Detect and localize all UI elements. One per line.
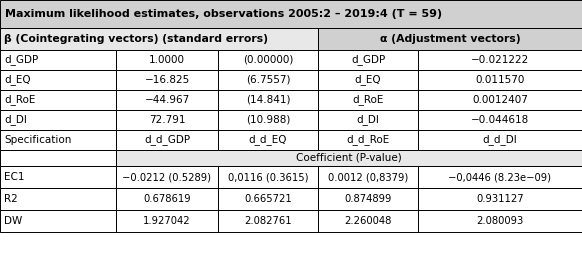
Text: 72.791: 72.791: [149, 115, 185, 125]
Bar: [0, 50, 116, 70]
Text: d_DI: d_DI: [4, 115, 27, 126]
Text: (14.841): (14.841): [246, 95, 290, 105]
Text: 0,0116 (0.3615): 0,0116 (0.3615): [228, 172, 308, 182]
Bar: [116, 166, 218, 188]
Text: d_EQ: d_EQ: [4, 74, 31, 85]
Bar: [0, 90, 116, 110]
Bar: [218, 188, 318, 210]
Text: −44.967: −44.967: [144, 95, 190, 105]
Text: d_GDP: d_GDP: [4, 55, 38, 65]
Bar: [0, 130, 116, 150]
Text: (0.00000): (0.00000): [243, 55, 293, 65]
Text: (6.7557): (6.7557): [246, 75, 290, 85]
Text: 1.0000: 1.0000: [149, 55, 185, 65]
Bar: [418, 70, 582, 90]
Bar: [218, 50, 318, 70]
Text: 0.0012 (0,8379): 0.0012 (0,8379): [328, 172, 408, 182]
Bar: [0, 210, 116, 232]
Bar: [0, 0, 582, 28]
Text: d_RoE: d_RoE: [4, 94, 36, 105]
Text: d_EQ: d_EQ: [354, 74, 381, 85]
Bar: [116, 188, 218, 210]
Bar: [0, 166, 116, 188]
Text: d_GDP: d_GDP: [351, 55, 385, 65]
Bar: [116, 210, 218, 232]
Bar: [318, 166, 418, 188]
Bar: [218, 110, 318, 130]
Text: 0.011570: 0.011570: [475, 75, 525, 85]
Bar: [218, 166, 318, 188]
Bar: [0, 110, 116, 130]
Text: 0.665721: 0.665721: [244, 194, 292, 204]
Text: −0.021222: −0.021222: [471, 55, 529, 65]
Text: 0.678619: 0.678619: [143, 194, 191, 204]
Bar: [318, 70, 418, 90]
Text: 2.260048: 2.260048: [345, 216, 392, 226]
Bar: [318, 110, 418, 130]
Bar: [418, 50, 582, 70]
Bar: [318, 188, 418, 210]
Bar: [116, 150, 582, 166]
Text: −16.825: −16.825: [144, 75, 190, 85]
Bar: [218, 90, 318, 110]
Bar: [0, 28, 318, 50]
Bar: [116, 90, 218, 110]
Text: 0.0012407: 0.0012407: [472, 95, 528, 105]
Bar: [116, 130, 218, 150]
Bar: [116, 70, 218, 90]
Text: EC1: EC1: [4, 172, 24, 182]
Bar: [318, 130, 418, 150]
Text: Maximum likelihood estimates, observations 2005:2 – 2019:4 (T = 59): Maximum likelihood estimates, observatio…: [5, 9, 442, 19]
Bar: [318, 50, 418, 70]
Text: DW: DW: [4, 216, 22, 226]
Bar: [0, 188, 116, 210]
Bar: [418, 110, 582, 130]
Bar: [418, 166, 582, 188]
Text: R2: R2: [4, 194, 17, 204]
Text: d_d_EQ: d_d_EQ: [249, 135, 288, 146]
Text: d_d_GDP: d_d_GDP: [144, 135, 190, 146]
Text: 1.927042: 1.927042: [143, 216, 191, 226]
Bar: [218, 70, 318, 90]
Text: 2.080093: 2.080093: [477, 216, 524, 226]
Bar: [0, 150, 116, 166]
Text: Coefficient (P-value): Coefficient (P-value): [296, 153, 402, 163]
Text: Specification: Specification: [4, 135, 72, 145]
Bar: [218, 210, 318, 232]
Bar: [418, 188, 582, 210]
Bar: [0, 70, 116, 90]
Text: −0.0212 (0.5289): −0.0212 (0.5289): [122, 172, 211, 182]
Bar: [318, 210, 418, 232]
Bar: [418, 210, 582, 232]
Text: d_RoE: d_RoE: [352, 94, 384, 105]
Bar: [418, 90, 582, 110]
Text: β (Cointegrating vectors) (standard errors): β (Cointegrating vectors) (standard erro…: [4, 34, 268, 44]
Bar: [218, 130, 318, 150]
Text: −0.044618: −0.044618: [471, 115, 529, 125]
Text: 0.931127: 0.931127: [476, 194, 524, 204]
Bar: [318, 28, 582, 50]
Text: (10.988): (10.988): [246, 115, 290, 125]
Text: −0,0446 (8.23e−09): −0,0446 (8.23e−09): [449, 172, 552, 182]
Bar: [318, 90, 418, 110]
Bar: [116, 50, 218, 70]
Text: d_d_DI: d_d_DI: [482, 135, 517, 146]
Text: 0.874899: 0.874899: [345, 194, 392, 204]
Bar: [116, 110, 218, 130]
Text: 2.082761: 2.082761: [244, 216, 292, 226]
Text: d_DI: d_DI: [357, 115, 379, 126]
Bar: [418, 130, 582, 150]
Text: d_d_RoE: d_d_RoE: [346, 135, 389, 146]
Text: α (Adjustment vectors): α (Adjustment vectors): [379, 34, 520, 44]
